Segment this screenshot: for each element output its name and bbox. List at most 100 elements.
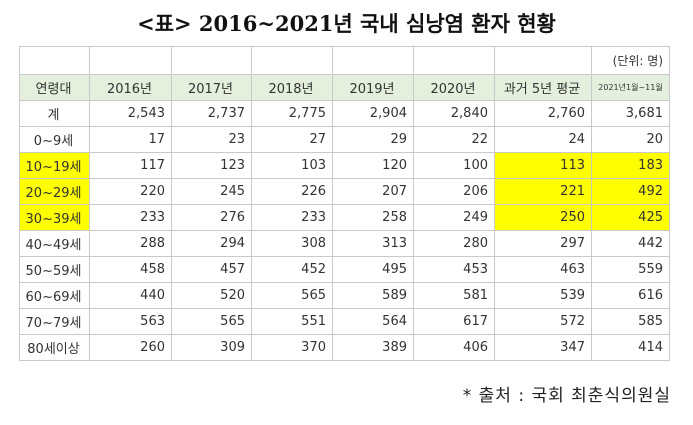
table-cell: 250: [494, 204, 592, 231]
table-row: 40~49세 288 294 308 313 280 297 442: [19, 230, 670, 257]
column-header: 과거 5년 평균: [494, 74, 592, 101]
row-label: 계: [19, 100, 90, 127]
table-cell: 2,543: [89, 100, 172, 127]
table-row: 50~59세 458 457 452 495 453 463 559: [19, 256, 670, 283]
table-cell: 370: [251, 334, 333, 361]
table-cell: 406: [413, 334, 495, 361]
row-label: 10~19세: [19, 152, 90, 179]
table-cell: 617: [413, 308, 495, 335]
table-cell: 117: [89, 152, 172, 179]
table-cell: 551: [251, 308, 333, 335]
table-cell: 29: [332, 126, 414, 153]
column-header: 2017년: [171, 74, 252, 101]
table-cell: 20: [591, 126, 670, 153]
column-header: 2021년1월~11월: [591, 74, 670, 101]
table-cell: 520: [171, 282, 252, 309]
table-cell: 581: [413, 282, 495, 309]
table-row: 80세이상 260 309 370 389 406 347 414: [19, 334, 670, 361]
table-cell: 585: [591, 308, 670, 335]
table-cell: 589: [332, 282, 414, 309]
table-cell: 245: [171, 178, 252, 205]
table-cell: 347: [494, 334, 592, 361]
row-label: 50~59세: [19, 256, 90, 283]
table-cell: 123: [171, 152, 252, 179]
table-cell: 120: [332, 152, 414, 179]
row-label: 20~29세: [19, 178, 90, 205]
table-row: 20~29세 220 245 226 207 206 221 492: [19, 178, 670, 205]
table-cell: 249: [413, 204, 495, 231]
unit-row: (단위: 명): [19, 46, 670, 75]
patient-table: (단위: 명) 연령대 2016년 2017년 2018년 2019년 2020…: [19, 46, 670, 361]
table-cell: 414: [591, 334, 670, 361]
table-cell: 463: [494, 256, 592, 283]
table-cell: 457: [171, 256, 252, 283]
table-cell: 17: [89, 126, 172, 153]
table-cell: 563: [89, 308, 172, 335]
table-cell: 2,760: [494, 100, 592, 127]
table-cell: 565: [251, 282, 333, 309]
table-cell: 27: [251, 126, 333, 153]
table-cell: 207: [332, 178, 414, 205]
table-cell: 492: [591, 178, 670, 205]
table-cell: 233: [251, 204, 333, 231]
table-cell: 220: [89, 178, 172, 205]
table-cell: 2,737: [171, 100, 252, 127]
table-cell: 226: [251, 178, 333, 205]
table-cell: 103: [251, 152, 333, 179]
table-cell: 453: [413, 256, 495, 283]
table-cell: 309: [171, 334, 252, 361]
column-header: 2018년: [251, 74, 333, 101]
table-cell: 425: [591, 204, 670, 231]
table-cell: 440: [89, 282, 172, 309]
column-header: 연령대: [19, 74, 90, 101]
table-title: <표> 2016~2021년 국내 심낭염 환자 현황: [137, 11, 556, 36]
row-label: 40~49세: [19, 230, 90, 257]
table-cell: 206: [413, 178, 495, 205]
unit-label: (단위: 명): [591, 46, 670, 75]
table-cell: 113: [494, 152, 592, 179]
table-row: 60~69세 440 520 565 589 581 539 616: [19, 282, 670, 309]
header-row: 연령대 2016년 2017년 2018년 2019년 2020년 과거 5년 …: [19, 74, 670, 101]
table-cell: 442: [591, 230, 670, 257]
table-cell: 564: [332, 308, 414, 335]
table-cell: 452: [251, 256, 333, 283]
table-cell: 572: [494, 308, 592, 335]
table-cell: 280: [413, 230, 495, 257]
row-label: 70~79세: [19, 308, 90, 335]
table-cell: 565: [171, 308, 252, 335]
table-cell: 24: [494, 126, 592, 153]
table-row: 30~39세 233 276 233 258 249 250 425: [19, 204, 670, 231]
source-note: * 출처 : 국회 최춘식의원실: [462, 386, 671, 406]
table-cell: 258: [332, 204, 414, 231]
table-cell: 221: [494, 178, 592, 205]
table-cell: 22: [413, 126, 495, 153]
column-header: 2019년: [332, 74, 414, 101]
table-cell: 2,904: [332, 100, 414, 127]
table-row: 계 2,543 2,737 2,775 2,904 2,840 2,760 3,681: [19, 100, 670, 127]
table-cell: 100: [413, 152, 495, 179]
column-header: 2020년: [413, 74, 495, 101]
table-cell: 3,681: [591, 100, 670, 127]
table-cell: 297: [494, 230, 592, 257]
table-cell: 389: [332, 334, 414, 361]
table-cell: 2,840: [413, 100, 495, 127]
table-cell: 559: [591, 256, 670, 283]
table-cell: 2,775: [251, 100, 333, 127]
table-cell: 260: [89, 334, 172, 361]
table-cell: 495: [332, 256, 414, 283]
row-label: 60~69세: [19, 282, 90, 309]
table-row: 10~19세 117 123 103 120 100 113 183: [19, 152, 670, 179]
row-label: 0~9세: [19, 126, 90, 153]
table-cell: 616: [591, 282, 670, 309]
table-cell: 233: [89, 204, 172, 231]
table-cell: 288: [89, 230, 172, 257]
table-cell: 276: [171, 204, 252, 231]
table-cell: 23: [171, 126, 252, 153]
row-label: 30~39세: [19, 204, 90, 231]
table-cell: 458: [89, 256, 172, 283]
column-header: 2016년: [89, 74, 172, 101]
table-cell: 294: [171, 230, 252, 257]
table-cell: 313: [332, 230, 414, 257]
table-row: 70~79세 563 565 551 564 617 572 585: [19, 308, 670, 335]
table-cell: 539: [494, 282, 592, 309]
